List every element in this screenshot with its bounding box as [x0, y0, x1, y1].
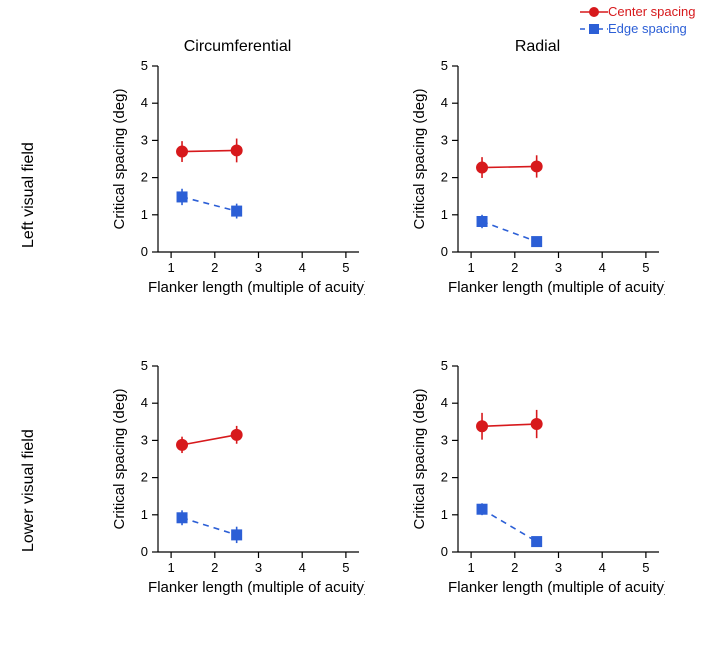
- center-series-marker: [531, 418, 543, 430]
- edge-series-marker: [531, 236, 542, 247]
- y-axis-label: Critical spacing (deg): [111, 89, 128, 230]
- svg-text:0: 0: [441, 244, 448, 259]
- svg-text:5: 5: [141, 360, 148, 373]
- svg-text:2: 2: [511, 560, 518, 575]
- legend-item-0: Center spacing: [580, 4, 695, 19]
- edge-series-line: [182, 197, 237, 211]
- svg-text:1: 1: [141, 207, 148, 222]
- svg-text:1: 1: [467, 260, 474, 275]
- svg-text:5: 5: [342, 260, 349, 275]
- svg-text:5: 5: [342, 560, 349, 575]
- panel-svg: 0 1 2 3 4 5 1 2 3 4 5 Critical spacing (deg) Flanker…: [410, 360, 665, 600]
- legend-label: Edge spacing: [608, 21, 687, 36]
- svg-text:5: 5: [441, 360, 448, 373]
- panel-svg: 0 1 2 3 4 5 1 2 3 4 5 Critical spacing (deg) Flanker…: [110, 60, 365, 300]
- figure-stage: Circumferential Radial Left visual field Lo…: [0, 0, 715, 659]
- svg-text:1: 1: [167, 560, 174, 575]
- svg-text:1: 1: [167, 260, 174, 275]
- center-series-marker: [476, 162, 488, 174]
- svg-text:3: 3: [141, 432, 148, 447]
- svg-text:2: 2: [141, 470, 148, 485]
- svg-text:0: 0: [141, 544, 148, 559]
- svg-text:3: 3: [441, 132, 448, 147]
- square-icon: [580, 22, 608, 36]
- edge-series-line: [482, 221, 537, 241]
- svg-text:4: 4: [299, 560, 306, 575]
- center-series-line: [182, 150, 237, 151]
- y-axis-label: Critical spacing (deg): [411, 389, 428, 530]
- svg-text:0: 0: [441, 544, 448, 559]
- svg-text:2: 2: [441, 170, 448, 185]
- svg-text:1: 1: [441, 507, 448, 522]
- x-axis-label: Flanker length (multiple of acuity): [448, 579, 665, 596]
- svg-text:4: 4: [299, 260, 306, 275]
- svg-text:5: 5: [642, 560, 649, 575]
- x-axis-label: Flanker length (multiple of acuity): [148, 579, 365, 596]
- svg-text:1: 1: [141, 507, 148, 522]
- svg-text:2: 2: [441, 470, 448, 485]
- svg-text:4: 4: [441, 395, 448, 410]
- edge-series-marker: [477, 504, 488, 515]
- edge-series-line: [182, 518, 237, 535]
- center-series-line: [482, 166, 537, 167]
- svg-text:3: 3: [255, 560, 262, 575]
- svg-text:0: 0: [141, 244, 148, 259]
- col-title-1: Radial: [410, 38, 665, 56]
- svg-text:1: 1: [467, 560, 474, 575]
- center-series-marker: [531, 160, 543, 172]
- circle-icon: [580, 5, 608, 19]
- svg-text:3: 3: [141, 132, 148, 147]
- svg-text:4: 4: [599, 560, 606, 575]
- y-axis-label: Critical spacing (deg): [411, 89, 428, 230]
- row-title-1: Lower visual field: [20, 429, 38, 552]
- edge-series-marker: [231, 529, 242, 540]
- svg-text:3: 3: [555, 260, 562, 275]
- svg-text:5: 5: [642, 260, 649, 275]
- panel-r0-c1: 0 1 2 3 4 5 1 2 3 4 5 Critical spacing (deg) Flanker…: [410, 60, 665, 300]
- svg-text:2: 2: [511, 260, 518, 275]
- row-title-0: Left visual field: [20, 142, 38, 248]
- svg-text:2: 2: [211, 260, 218, 275]
- svg-text:3: 3: [555, 560, 562, 575]
- edge-series-marker: [177, 191, 188, 202]
- legend: Center spacing Edge spacing: [580, 4, 695, 38]
- edge-series-marker: [177, 512, 188, 523]
- center-series-marker: [176, 439, 188, 451]
- panel-r0-c0: 0 1 2 3 4 5 1 2 3 4 5 Critical spacing (deg) Flanker…: [110, 60, 365, 300]
- x-axis-label: Flanker length (multiple of acuity): [448, 279, 665, 296]
- center-series-marker: [231, 429, 243, 441]
- svg-text:2: 2: [141, 170, 148, 185]
- svg-text:4: 4: [441, 95, 448, 110]
- edge-series-line: [482, 509, 537, 541]
- panel-svg: 0 1 2 3 4 5 1 2 3 4 5 Critical spacing (deg) Flanker…: [110, 360, 365, 600]
- svg-text:4: 4: [141, 95, 148, 110]
- svg-text:5: 5: [441, 60, 448, 73]
- svg-text:3: 3: [255, 260, 262, 275]
- y-axis-label: Critical spacing (deg): [111, 389, 128, 530]
- panel-r1-c1: 0 1 2 3 4 5 1 2 3 4 5 Critical spacing (deg) Flanker…: [410, 360, 665, 600]
- svg-text:3: 3: [441, 432, 448, 447]
- center-series-marker: [176, 146, 188, 158]
- svg-text:1: 1: [441, 207, 448, 222]
- svg-text:2: 2: [211, 560, 218, 575]
- svg-text:5: 5: [141, 60, 148, 73]
- edge-series-marker: [531, 536, 542, 547]
- svg-text:4: 4: [141, 395, 148, 410]
- center-series-marker: [231, 144, 243, 156]
- edge-series-marker: [477, 216, 488, 227]
- col-title-0: Circumferential: [110, 38, 365, 56]
- center-series-marker: [476, 420, 488, 432]
- center-series-line: [182, 435, 237, 445]
- center-series-line: [482, 424, 537, 426]
- x-axis-label: Flanker length (multiple of acuity): [148, 279, 365, 296]
- edge-series-marker: [231, 206, 242, 217]
- panel-svg: 0 1 2 3 4 5 1 2 3 4 5 Critical spacing (deg) Flanker…: [410, 60, 665, 300]
- svg-text:4: 4: [599, 260, 606, 275]
- panel-r1-c0: 0 1 2 3 4 5 1 2 3 4 5 Critical spacing (deg) Flanker…: [110, 360, 365, 600]
- legend-item-1: Edge spacing: [580, 21, 695, 36]
- legend-label: Center spacing: [608, 4, 695, 19]
